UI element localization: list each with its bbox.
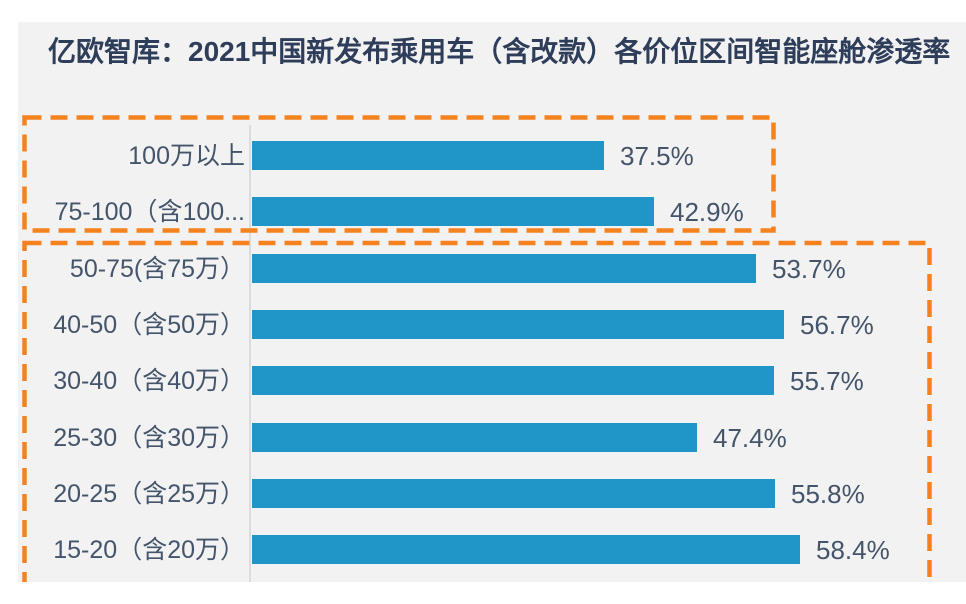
bar: [252, 197, 654, 227]
chart-row: 30-40（含40万） 55.7%: [0, 366, 966, 397]
value-label: 37.5%: [620, 141, 694, 171]
chart-title: 亿欧智库：2021中国新发布乘用车（含改款）各价位区间智能座舱渗透率: [48, 36, 951, 67]
category-label: 100万以上: [128, 142, 245, 170]
chart-row: 20-25（含25万） 55.8%: [0, 479, 966, 510]
category-label: 20-25（含25万）: [53, 480, 245, 509]
bar: [252, 141, 604, 170]
bar: [252, 479, 775, 509]
bar: [252, 310, 784, 340]
bar: [252, 253, 756, 283]
category-label: 40-50（含50万）: [53, 311, 245, 340]
chart-row: 40-50（含50万） 56.7%: [0, 310, 966, 341]
chart-row: 25-30（含30万） 47.4%: [0, 422, 966, 453]
category-label: 30-40（含40万）: [53, 367, 245, 396]
value-label: 53.7%: [772, 253, 846, 284]
category-label: 50-75(含75万）: [69, 254, 245, 283]
value-label: 55.8%: [791, 479, 865, 510]
bar: [252, 535, 800, 565]
value-label: 58.4%: [816, 535, 890, 566]
chart-row: 100万以上 37.5%: [0, 141, 966, 171]
bar: [252, 366, 774, 396]
category-label: 75-100（含100...: [54, 198, 245, 227]
value-label: 47.4%: [713, 422, 787, 453]
y-axis-line: [249, 125, 251, 582]
bar: [252, 422, 697, 452]
chart-row: 15-20（含20万） 58.4%: [0, 535, 966, 566]
chart-row: 50-75(含75万） 53.7%: [0, 253, 966, 284]
chart-row: 75-100（含100... 42.9%: [0, 197, 966, 228]
value-label: 55.7%: [790, 366, 864, 397]
value-label: 56.7%: [800, 310, 874, 341]
value-label: 42.9%: [670, 197, 744, 228]
category-label: 15-20（含20万）: [53, 536, 245, 565]
category-label: 25-30（含30万）: [53, 423, 245, 452]
